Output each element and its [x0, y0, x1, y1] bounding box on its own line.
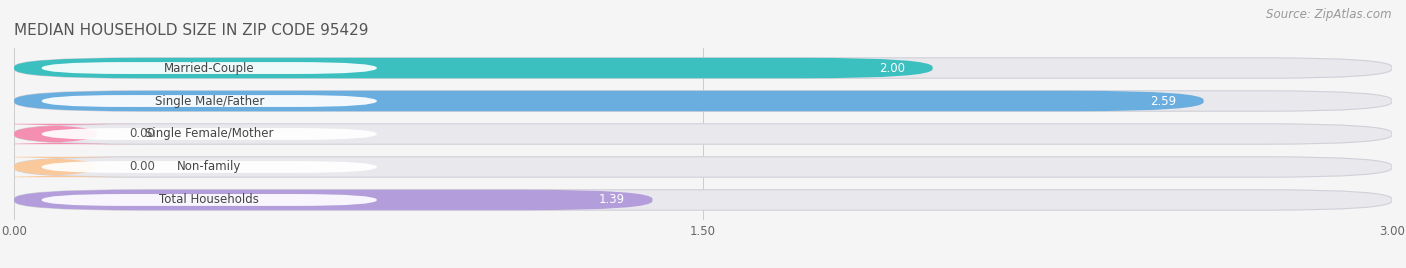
- Text: Total Households: Total Households: [159, 193, 259, 206]
- Text: 1.39: 1.39: [599, 193, 624, 206]
- Text: 0.00: 0.00: [129, 128, 155, 140]
- Text: Married-Couple: Married-Couple: [165, 62, 254, 75]
- FancyBboxPatch shape: [0, 124, 142, 144]
- FancyBboxPatch shape: [42, 62, 377, 74]
- FancyBboxPatch shape: [14, 157, 1392, 177]
- FancyBboxPatch shape: [42, 128, 377, 140]
- FancyBboxPatch shape: [14, 124, 1392, 144]
- FancyBboxPatch shape: [42, 161, 377, 173]
- FancyBboxPatch shape: [42, 95, 377, 107]
- FancyBboxPatch shape: [14, 91, 1392, 111]
- Text: MEDIAN HOUSEHOLD SIZE IN ZIP CODE 95429: MEDIAN HOUSEHOLD SIZE IN ZIP CODE 95429: [14, 23, 368, 38]
- FancyBboxPatch shape: [14, 190, 652, 210]
- Text: 2.00: 2.00: [879, 62, 905, 75]
- Text: Source: ZipAtlas.com: Source: ZipAtlas.com: [1267, 8, 1392, 21]
- Text: Single Male/Father: Single Male/Father: [155, 95, 264, 107]
- FancyBboxPatch shape: [14, 190, 1392, 210]
- Text: Single Female/Mother: Single Female/Mother: [145, 128, 274, 140]
- FancyBboxPatch shape: [14, 91, 1204, 111]
- Text: 2.59: 2.59: [1150, 95, 1175, 107]
- FancyBboxPatch shape: [14, 58, 1392, 78]
- FancyBboxPatch shape: [0, 157, 142, 177]
- Text: Non-family: Non-family: [177, 161, 242, 173]
- Text: 0.00: 0.00: [129, 161, 155, 173]
- FancyBboxPatch shape: [14, 58, 932, 78]
- FancyBboxPatch shape: [42, 194, 377, 206]
